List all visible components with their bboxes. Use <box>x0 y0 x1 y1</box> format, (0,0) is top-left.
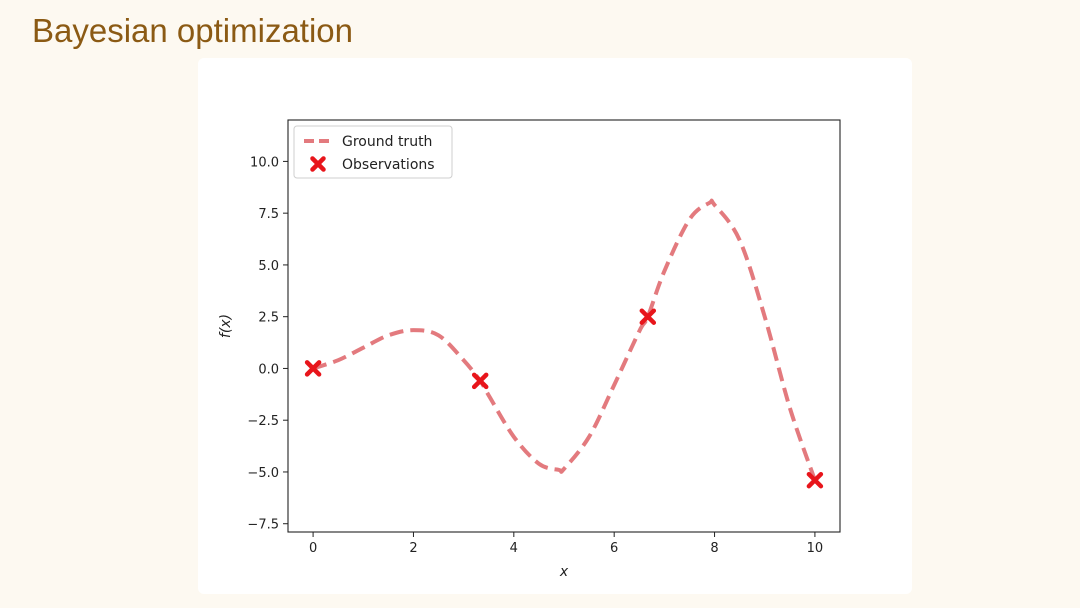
y-tick-label: 0.0 <box>258 362 279 377</box>
y-tick-label: −7.5 <box>247 518 279 533</box>
y-tick-label: 10.0 <box>250 155 279 170</box>
y-tick-label: −5.0 <box>247 466 279 481</box>
legend-ground-truth-label: Ground truth <box>342 134 432 150</box>
marker-stroke <box>639 308 657 325</box>
marker-stroke <box>471 372 489 390</box>
y-tick-label: 5.0 <box>258 259 279 274</box>
legend-observations-label: Observations <box>342 157 435 173</box>
x-tick-label: 2 <box>409 541 417 556</box>
legend-box <box>293 125 453 179</box>
figure-card: 0 2 4 6 8 10 −7.5 −5.0 −2.5 0.0 2.5 5.0 7.5 10.0 x f(x)… <box>198 58 912 594</box>
y-tick-label: 2.5 <box>258 311 279 326</box>
y-tick-label: 7.5 <box>258 207 279 222</box>
marker-stroke <box>310 156 326 172</box>
x-tick-label: 10 <box>807 541 824 556</box>
legend-observations-swatch <box>310 156 326 172</box>
ground-truth-line <box>312 198 817 481</box>
x-tick-label: 8 <box>710 541 718 556</box>
y-axis-label: f(x) <box>218 314 234 338</box>
observation-point <box>471 372 489 390</box>
x-axis-label: x <box>559 564 569 580</box>
chart: 0 2 4 6 8 10 −7.5 −5.0 −2.5 0.0 2.5 5.0 7.5 10.0 x f(x)… <box>218 119 841 580</box>
x-tick-label: 4 <box>510 541 518 556</box>
slide-title: Bayesian optimization <box>32 12 354 49</box>
marker-stroke <box>806 471 824 489</box>
observation-point <box>304 360 322 377</box>
x-tick-label: 0 <box>309 541 317 556</box>
x-tick-label: 6 <box>610 541 618 556</box>
observation-point <box>639 308 657 325</box>
plot-frame <box>287 119 841 533</box>
observation-point <box>806 471 824 489</box>
y-tick-label: −2.5 <box>247 414 279 429</box>
marker-stroke <box>304 360 322 377</box>
